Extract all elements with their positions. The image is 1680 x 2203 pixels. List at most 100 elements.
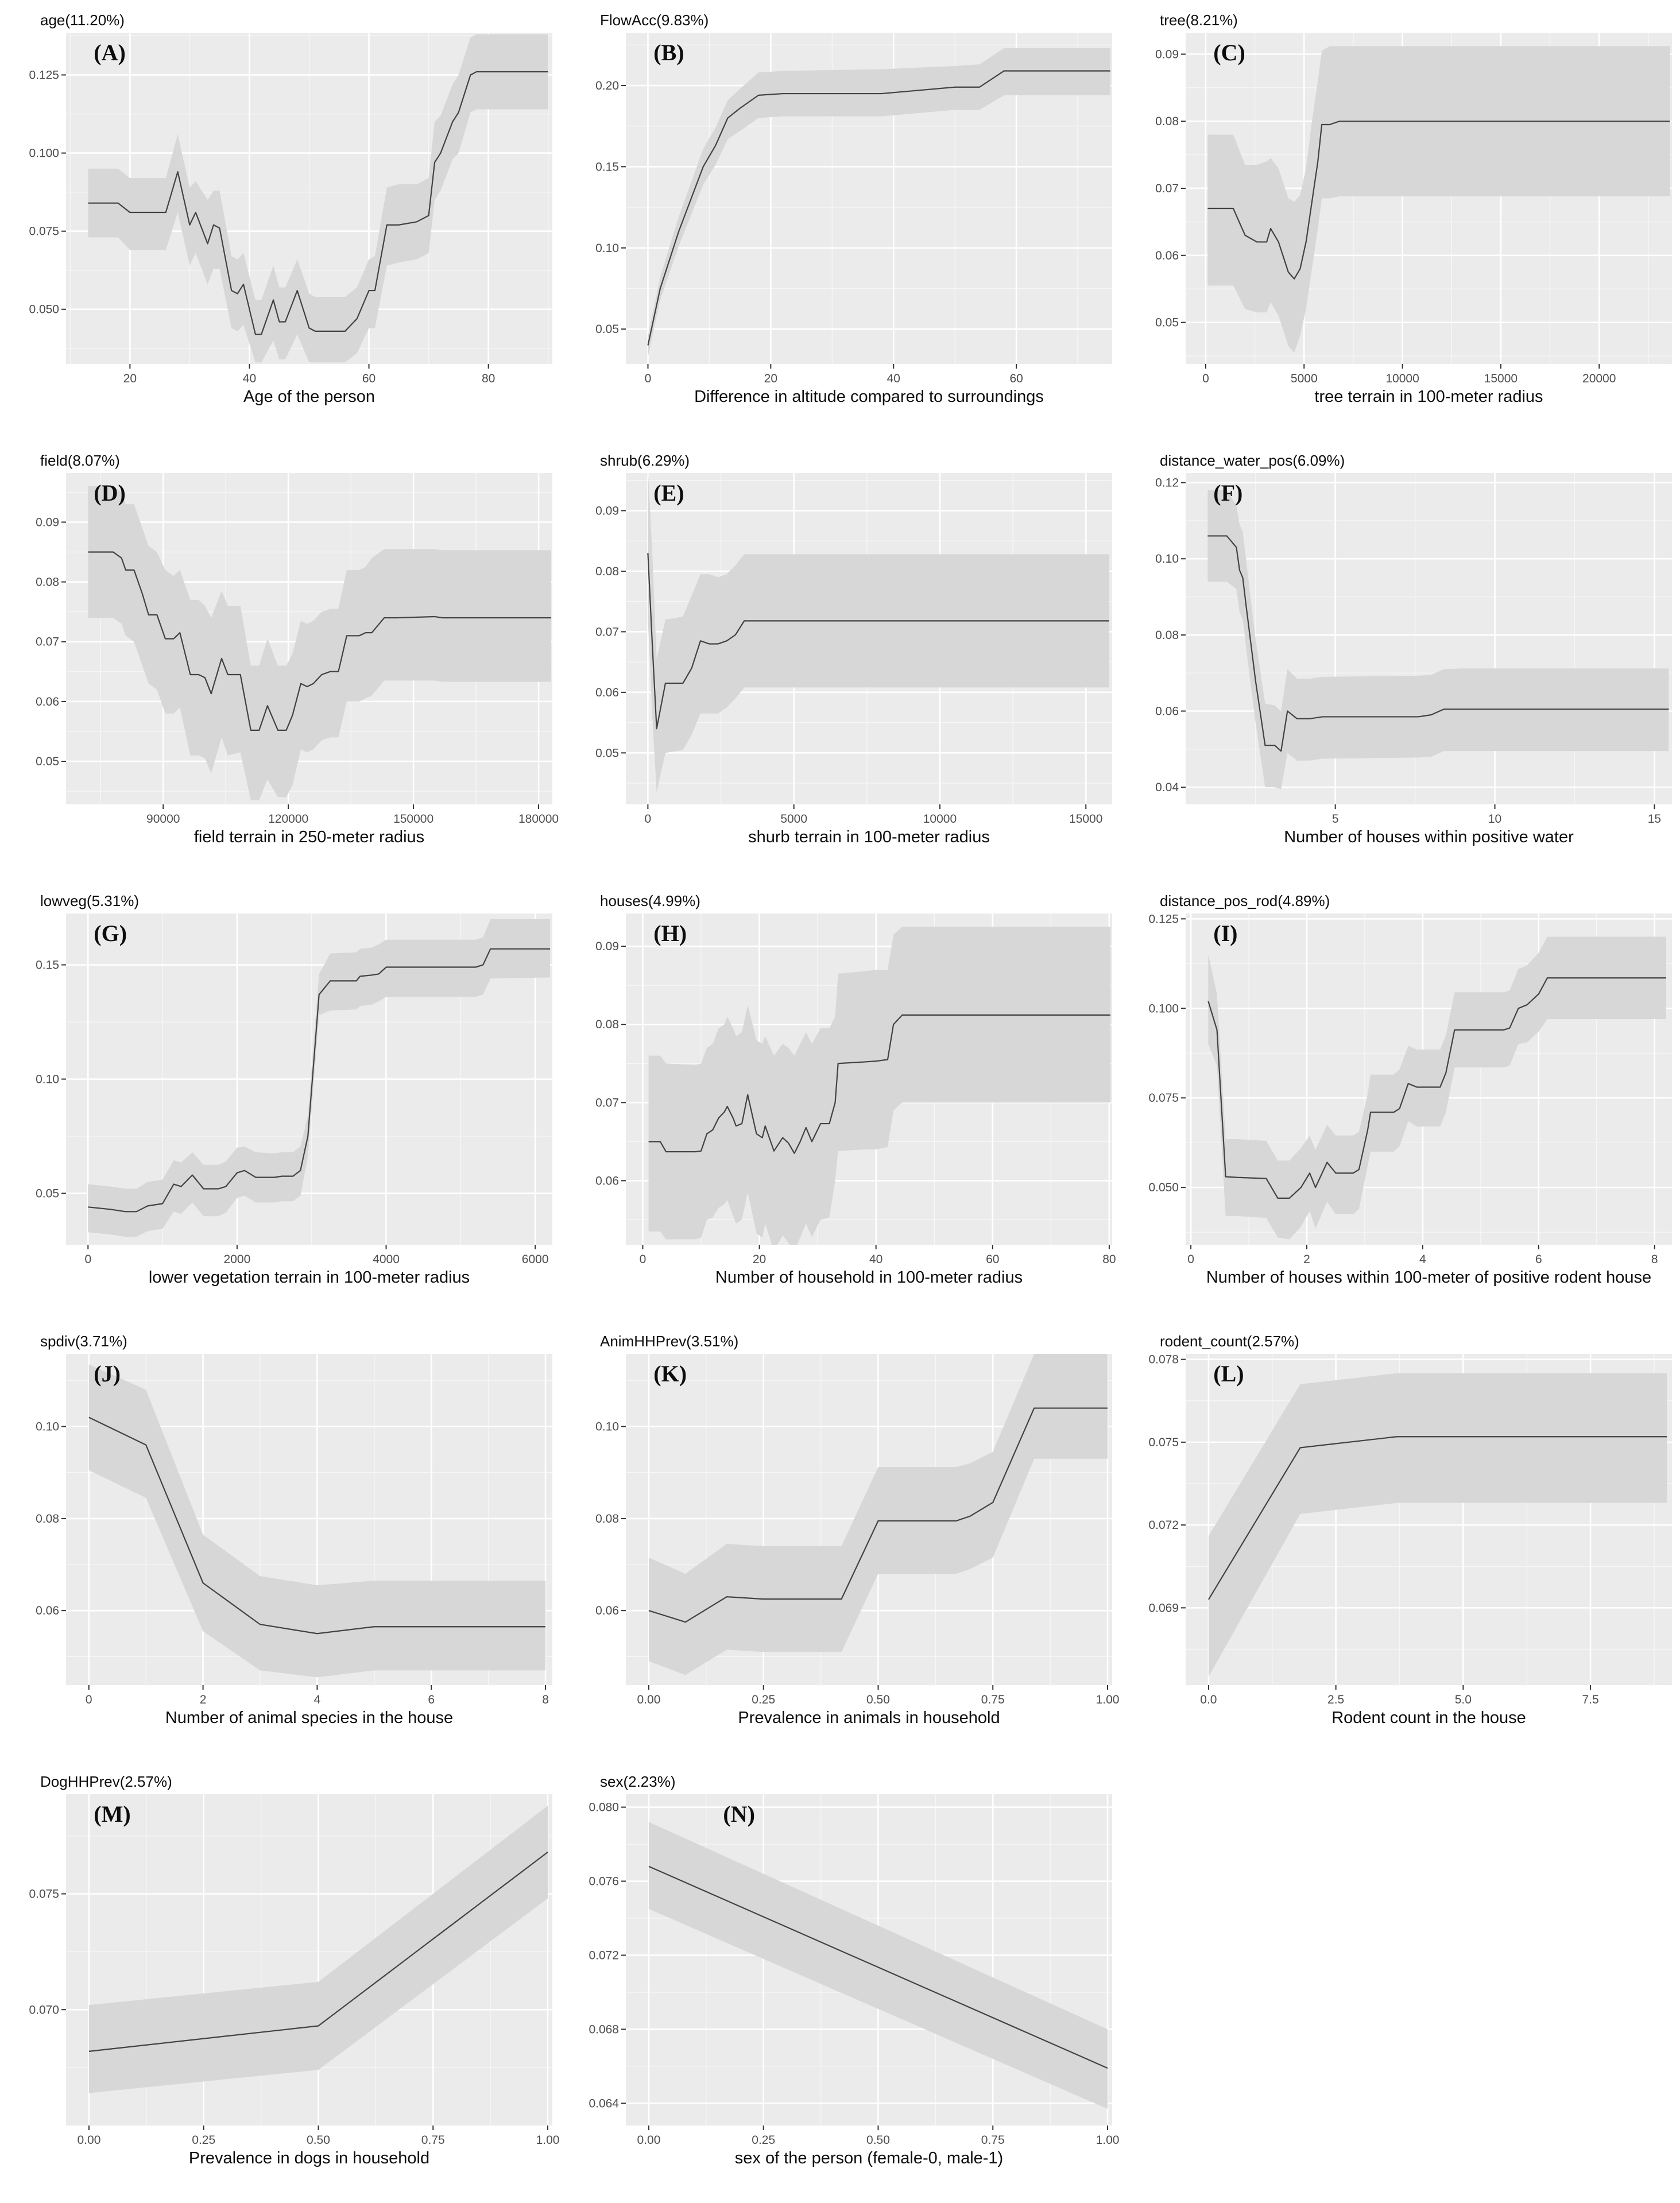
confidence-ribbon [88, 34, 548, 363]
x-tick-label: 0 [84, 1253, 91, 1266]
y-tick-label: 0.20 [595, 79, 619, 92]
y-tick-label: 0.075 [29, 225, 59, 238]
y-tick-label: 0.09 [36, 516, 59, 529]
trend-line [648, 1865, 1108, 2069]
y-tick-label: 0.072 [589, 1949, 619, 1962]
x-tick-label: 6 [1535, 1253, 1542, 1266]
x-tick-label: 0.50 [307, 2134, 330, 2147]
x-tick-label: 8 [1651, 1253, 1658, 1266]
panel-title: DogHHPrev(2.57%) [40, 1773, 172, 1790]
y-tick-label: 0.05 [36, 1187, 59, 1200]
y-tick-label: 0.076 [589, 1875, 619, 1888]
panel-title: age(11.20%) [40, 11, 125, 29]
x-tick-label: 20 [123, 372, 137, 385]
panel-letter: (D) [94, 480, 126, 506]
panel-letter: (A) [94, 40, 126, 65]
panel-title: field(8.07%) [40, 452, 120, 469]
x-tick-label: 2 [200, 1693, 207, 1706]
confidence-ribbon [88, 1806, 548, 2093]
y-tick-label: 0.100 [29, 147, 59, 160]
x-tick-label: 0.75 [421, 2134, 445, 2147]
x-axis-label: Number of houses within 100-meter of pos… [1206, 1268, 1651, 1287]
panel-C-chart: 0.05 0.06 0.07 0.08 0.09 0 5000 10000 15000 20000… [1155, 11, 1672, 406]
panel-letter: (L) [1213, 1361, 1244, 1387]
panel-letter: (E) [653, 480, 684, 506]
panel-A-chart: 0.050 0.075 0.100 0.125 20 40 60 80 age(11.20%) (… [29, 11, 552, 406]
trend-line [1207, 121, 1670, 280]
panel-letter: (B) [653, 40, 684, 65]
x-tick-label: 0.25 [192, 2134, 215, 2147]
x-tick-label: 40 [869, 1253, 882, 1266]
y-tick-label: 0.08 [36, 576, 59, 589]
x-tick-label: 15000 [1069, 812, 1102, 826]
panel-M: 0.070 0.075 0.00 0.25 0.50 0.75 1.00 DogHHPrev(… [0, 1761, 560, 2202]
panel-letter: (N) [723, 1801, 755, 1827]
x-tick-label: 0.25 [752, 1693, 775, 1706]
panel-C: 0.05 0.06 0.07 0.08 0.09 0 5000 10000 15000 20000… [1120, 0, 1680, 440]
trend-line [88, 551, 551, 731]
x-tick-label: 60 [1009, 372, 1023, 385]
y-tick-label: 0.06 [36, 695, 59, 708]
panel-title: tree(8.21%) [1160, 11, 1238, 29]
confidence-ribbon [648, 1354, 1108, 1675]
x-axis-label: Prevalence in animals in household [738, 1709, 1000, 1727]
trend-line [648, 1407, 1108, 1623]
y-tick-label: 0.10 [36, 1420, 59, 1434]
x-tick-label: 10000 [923, 812, 957, 826]
trend-line [88, 1416, 546, 1635]
x-axis-label: Age of the person [243, 388, 375, 406]
panel-letter: (H) [653, 920, 687, 946]
x-tick-label: 40 [243, 372, 256, 385]
y-tick-label: 0.04 [1155, 781, 1179, 794]
trend-line [88, 71, 548, 335]
x-tick-label: 150000 [393, 812, 433, 826]
panel-title: distance_pos_rod(4.89%) [1160, 892, 1330, 909]
trend-line [1207, 977, 1666, 1199]
y-tick-label: 0.09 [1155, 48, 1179, 61]
x-tick-label: 0 [645, 372, 652, 385]
y-tick-label: 0.08 [595, 1018, 619, 1031]
panel-letter: (K) [653, 1361, 687, 1387]
panel-title: lowveg(5.31%) [40, 892, 139, 909]
panel-B-chart: 0.05 0.10 0.15 0.20 0 20 40 60 FlowAcc(9.83%) (B)… [595, 11, 1112, 406]
y-tick-label: 0.08 [595, 1512, 619, 1526]
y-tick-label: 0.08 [36, 1512, 59, 1526]
y-tick-label: 0.06 [1155, 705, 1179, 718]
x-tick-label: 0.75 [981, 1693, 1005, 1706]
y-tick-label: 0.050 [29, 303, 59, 316]
panel-title: sex(2.23%) [600, 1773, 676, 1790]
y-tick-label: 0.10 [1155, 552, 1179, 566]
y-tick-label: 0.07 [595, 625, 619, 638]
confidence-ribbon [1207, 46, 1670, 353]
x-axis-label: tree terrain in 100-meter radius [1314, 388, 1543, 406]
confidence-ribbon [648, 48, 1110, 357]
confidence-ribbon [648, 473, 1109, 792]
y-tick-label: 0.07 [36, 636, 59, 649]
y-tick-label: 0.05 [595, 746, 619, 760]
panel-L-chart: 0.069 0.072 0.075 0.078 0.0 2.5 5.0 7.5 rodent_c… [1148, 1333, 1672, 1727]
x-tick-label: 0.00 [78, 2134, 101, 2147]
x-tick-label: 0 [645, 812, 652, 826]
y-tick-label: 0.080 [589, 1801, 619, 1814]
x-tick-label: 0.75 [981, 2134, 1005, 2147]
x-tick-label: 15 [1648, 812, 1661, 826]
x-tick-label: 2.5 [1327, 1693, 1344, 1706]
x-axis-label: Prevalence in dogs in household [189, 2149, 429, 2167]
panel-letter: (G) [94, 920, 127, 946]
y-tick-label: 0.09 [595, 940, 619, 953]
y-tick-label: 0.07 [595, 1096, 619, 1109]
y-tick-label: 0.064 [589, 2097, 619, 2110]
x-tick-label: 15000 [1484, 372, 1518, 385]
y-tick-label: 0.075 [1148, 1436, 1179, 1449]
confidence-ribbon [88, 919, 551, 1237]
confidence-ribbon [1208, 1373, 1667, 1677]
y-tick-label: 0.070 [29, 2003, 59, 2016]
x-tick-label: 2000 [224, 1253, 251, 1266]
x-tick-label: 0.50 [866, 2134, 890, 2147]
confidence-ribbon [648, 927, 1110, 1245]
x-tick-label: 1.00 [1096, 1693, 1120, 1706]
panel-letter: (F) [1213, 480, 1242, 506]
x-tick-label: 0 [1187, 1253, 1194, 1266]
confidence-ribbon [648, 1822, 1108, 2109]
x-tick-label: 20 [764, 372, 777, 385]
